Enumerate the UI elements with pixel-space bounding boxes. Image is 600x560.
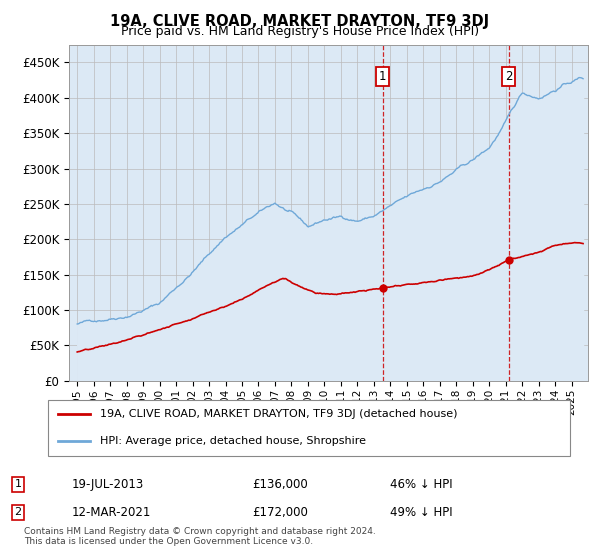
Text: 49% ↓ HPI: 49% ↓ HPI <box>390 506 452 519</box>
Text: 1: 1 <box>14 479 22 489</box>
Text: £172,000: £172,000 <box>252 506 308 519</box>
Text: 12-MAR-2021: 12-MAR-2021 <box>72 506 151 519</box>
Text: 2: 2 <box>505 70 512 83</box>
Text: 1: 1 <box>379 70 386 83</box>
Text: 46% ↓ HPI: 46% ↓ HPI <box>390 478 452 491</box>
Text: 2: 2 <box>14 507 22 517</box>
Text: 19A, CLIVE ROAD, MARKET DRAYTON, TF9 3DJ: 19A, CLIVE ROAD, MARKET DRAYTON, TF9 3DJ <box>110 14 490 29</box>
Text: 19A, CLIVE ROAD, MARKET DRAYTON, TF9 3DJ (detached house): 19A, CLIVE ROAD, MARKET DRAYTON, TF9 3DJ… <box>100 409 458 419</box>
Text: £136,000: £136,000 <box>252 478 308 491</box>
Text: HPI: Average price, detached house, Shropshire: HPI: Average price, detached house, Shro… <box>100 436 366 446</box>
Text: Price paid vs. HM Land Registry's House Price Index (HPI): Price paid vs. HM Land Registry's House … <box>121 25 479 38</box>
Text: 19-JUL-2013: 19-JUL-2013 <box>72 478 144 491</box>
Text: Contains HM Land Registry data © Crown copyright and database right 2024.
This d: Contains HM Land Registry data © Crown c… <box>24 526 376 546</box>
FancyBboxPatch shape <box>48 400 570 456</box>
